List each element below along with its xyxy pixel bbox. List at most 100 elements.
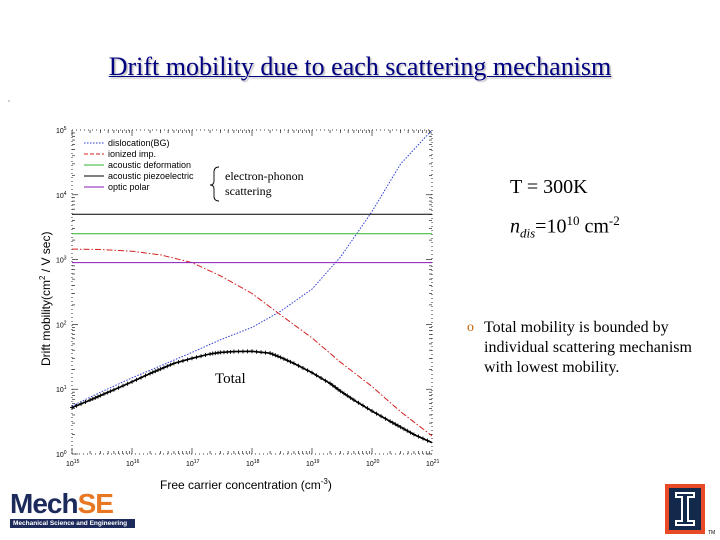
tick-labels: 1015 1016 1017 1018 1019 1020 1021 100 101 102 103… [56, 126, 440, 468]
legend-label: dislocation(BG) [108, 138, 170, 148]
total-data-point [296, 363, 301, 368]
mechse-wordmark: MechSE [10, 488, 114, 519]
total-data-point [405, 428, 410, 433]
total-data-point [365, 406, 370, 411]
total-data-point [288, 359, 293, 364]
university-block-i-logo [665, 484, 705, 534]
total-data-point [328, 381, 333, 386]
total-data-point [356, 400, 361, 405]
total-data-point [330, 383, 335, 388]
bullet-point: o Total mobility is bounded by individua… [467, 318, 707, 378]
total-data-point [134, 377, 139, 382]
series-line-dislocation-bg [71, 129, 433, 407]
total-data-point [408, 430, 413, 435]
total-data-point [171, 361, 176, 366]
total-data-point [236, 349, 241, 354]
total-data-point [203, 353, 208, 358]
total-data-point [161, 365, 166, 370]
total-data-point [105, 390, 110, 395]
total-data-point [250, 349, 254, 354]
y-tick-label: 104 [56, 191, 67, 200]
total-data-point [291, 361, 296, 366]
total-data-point [155, 368, 160, 373]
series-layer [70, 129, 433, 444]
stray-dot [8, 100, 10, 102]
total-data-point [310, 370, 314, 375]
total-data-point [150, 370, 155, 375]
ndis-exponent: 10 [566, 213, 580, 228]
trademark-text: TM [708, 530, 716, 536]
total-data-point [120, 383, 125, 388]
total-data-point [194, 355, 199, 360]
series-line-ionized-imp [71, 248, 433, 437]
x-tick-label: 1015 [66, 459, 80, 468]
total-data-point [74, 403, 79, 408]
total-data-point [388, 419, 393, 424]
legend-label: acoustic deformation [108, 160, 191, 170]
ndis-text: ndis=1010 cm-2 [510, 213, 620, 241]
total-data-point [88, 398, 93, 403]
x-axis-label: Free carrier concentration (cm-3) [160, 477, 332, 492]
y-tick-label: 102 [56, 320, 67, 329]
total-data-point [374, 411, 379, 416]
x-tick-label: 1016 [126, 459, 140, 468]
bullet-text: Total mobility is bounded by individual … [484, 319, 692, 376]
total-data-point [305, 368, 310, 373]
total-data-point [379, 414, 384, 419]
x-tick-label: 1020 [366, 459, 380, 468]
total-data-point [79, 401, 84, 406]
ndis-subscript: dis [520, 225, 536, 241]
total-data-point [345, 393, 350, 398]
total-data-point [168, 362, 173, 367]
ndis-symbol: n [510, 215, 520, 238]
y-axis-label: Drift mobility(cm2 / V sec) [38, 232, 53, 366]
total-data-point [341, 391, 346, 396]
tick-marks [71, 130, 432, 455]
x-tick-label: 1017 [186, 459, 200, 468]
legend: dislocation(BG)ionized imp.acoustic defo… [84, 138, 194, 192]
brace-label-line1: electron-phonon [225, 169, 304, 183]
total-annotation: Total [215, 371, 246, 387]
total-data-point [333, 385, 338, 390]
total-data-point [130, 379, 134, 384]
total-data-point [323, 378, 328, 383]
x-tick-label: 1018 [246, 459, 260, 468]
x-tick-label: 1021 [426, 459, 440, 468]
total-data-point [401, 426, 406, 431]
total-data-point [416, 434, 421, 439]
total-data-point [70, 405, 74, 410]
total-data-point [263, 350, 268, 355]
x-tick-label: 1019 [306, 459, 320, 468]
total-data-point [125, 381, 130, 386]
legend-brace [209, 166, 220, 202]
total-data-point [93, 395, 98, 400]
total-data-point [275, 354, 280, 359]
total-data-point [411, 432, 416, 437]
total-data-point [111, 387, 116, 392]
total-data-point [139, 375, 144, 380]
total-data-point [300, 366, 305, 371]
legend-label: acoustic piezoelectric [108, 171, 194, 181]
total-data-point [190, 356, 194, 361]
total-data-point [185, 357, 190, 362]
total-data-point [425, 438, 430, 443]
total-data-point [278, 355, 283, 360]
slide-title: Drift mobility due to each scattering me… [108, 52, 612, 81]
total-data-point [314, 373, 319, 378]
ndis-unit-exponent: -2 [608, 213, 620, 228]
total-data-point [231, 349, 236, 354]
total-data-point [420, 436, 425, 441]
total-data-point [153, 369, 158, 374]
total-data-point [143, 373, 148, 378]
total-data-point [180, 358, 185, 363]
y-tick-label: 101 [56, 385, 67, 394]
total-data-point [393, 422, 398, 427]
total-data-point [108, 389, 113, 394]
total-data-point [158, 366, 163, 371]
mechse-subtitle: Mechanical Science and Engineering [10, 519, 135, 528]
total-data-point [281, 356, 286, 361]
total-data-point [83, 399, 88, 404]
total-data-point [398, 425, 403, 430]
brace-label-line2: scattering [225, 184, 272, 198]
